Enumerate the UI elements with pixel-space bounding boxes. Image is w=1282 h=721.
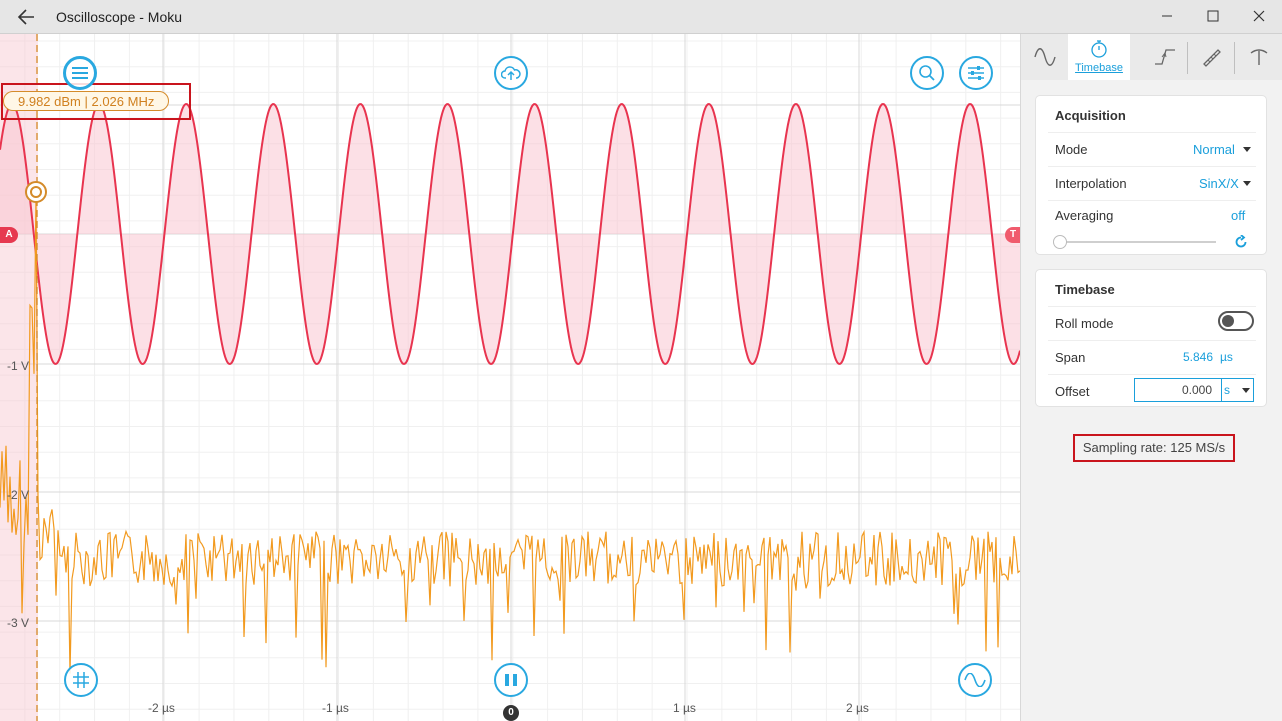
span-label: Span [1055,350,1086,365]
offset-unit[interactable]: s [1224,383,1230,397]
x-tick-label: -1 µs [322,701,349,715]
tab-measurements[interactable] [1188,34,1234,80]
menu-icon [72,67,88,79]
span-value[interactable]: 5.846 [1183,350,1214,364]
back-arrow-icon[interactable] [14,6,40,28]
reset-icon[interactable] [1234,235,1248,249]
window-title: Oscilloscope - Moku [56,9,183,25]
tab-timebase-label: Timebase [1075,62,1123,74]
plot-grid [0,34,1020,721]
offset-input[interactable]: 0.000 s [1134,378,1254,402]
averaging-value: off [1231,208,1246,223]
averaging-label: Averaging [1055,208,1114,223]
mode-dropdown[interactable]: Normal [1193,142,1235,157]
grid-button[interactable] [64,663,98,697]
sine-icon [1033,48,1056,66]
cursor-handle-icon [25,181,47,203]
settings-sliders-button[interactable] [959,56,993,90]
oscilloscope-plot[interactable]: -1 V -2 V -3 V -2 µs -1 µs 1 µs 2 µs A T… [0,34,1020,721]
plot-canvas[interactable] [0,34,1020,721]
x-tick-label: -2 µs [148,701,175,715]
chevron-down-icon[interactable] [1243,147,1251,152]
panel-tabs: Timebase [1021,34,1282,80]
trigger-edge-icon [1155,49,1175,65]
y-tick-label: -1 V [7,359,30,373]
maximize-button[interactable] [1193,4,1233,28]
waveform-icon [964,673,986,687]
offset-value[interactable]: 0.000 [1182,383,1213,397]
cursor-readout-highlight [1,83,191,120]
tab-trigger[interactable] [1143,34,1187,80]
acquisition-card: Acquisition Mode Normal Interpolation Si… [1035,95,1267,255]
y-tick-label: -3 V [7,616,30,630]
trigger-level-marker[interactable]: T [1005,227,1020,243]
roll-mode-toggle[interactable] [1218,311,1254,331]
settings-panel: Timebase Acquisition Mode Normal Interpo… [1020,34,1282,721]
zoom-icon [919,65,935,81]
channel-a-fill [0,104,1020,364]
span-unit: µs [1220,350,1233,364]
timebase-card: Timebase Roll mode Span 5.846 µs Offset … [1035,269,1267,407]
grid-icon [73,672,89,688]
averaging-slider[interactable] [1060,241,1216,243]
minimize-button[interactable] [1147,4,1187,28]
x-tick-label: 2 µs [846,701,869,715]
ruler-icon [1203,49,1221,67]
stopwatch-icon [1091,40,1107,58]
trigger-position-marker[interactable]: 0 [503,705,519,721]
zoom-button[interactable] [910,56,944,90]
pause-button[interactable] [494,663,528,697]
chevron-down-icon[interactable] [1243,181,1251,186]
tab-probe[interactable] [1235,34,1282,80]
sampling-rate: Sampling rate: 125 MS/s [1073,434,1235,462]
acquisition-heading: Acquisition [1055,108,1126,123]
channel-b-trace [0,193,1020,674]
offset-label: Offset [1055,384,1090,399]
cloud-upload-button[interactable] [494,56,528,90]
chevron-down-icon[interactable] [1242,388,1250,393]
menu-button[interactable] [63,56,97,90]
waveform-button[interactable] [958,663,992,697]
y-tick-label: -2 V [7,488,30,502]
x-tick-label: 1 µs [673,701,696,715]
pause-icon [505,674,517,686]
interpolation-label: Interpolation [1055,176,1127,191]
timebase-heading: Timebase [1055,282,1115,297]
mode-label: Mode [1055,142,1088,157]
probe-icon [1250,49,1268,65]
tab-waveform[interactable] [1021,34,1068,80]
cursor-readout[interactable]: 9.982 dBm | 2.026 MHz [3,91,170,111]
channel-a-offset-marker[interactable]: A [0,227,18,243]
close-button[interactable] [1239,4,1279,28]
channel-a-trace [0,102,1020,366]
sliders-icon [968,66,984,80]
tab-timebase[interactable]: Timebase [1068,34,1130,80]
cloud-upload-icon [501,66,521,80]
title-bar: Oscilloscope - Moku [0,0,1282,34]
interpolation-dropdown[interactable]: SinX/X [1199,176,1239,191]
roll-mode-label: Roll mode [1055,316,1114,331]
averaging-slider-thumb[interactable] [1053,235,1067,249]
